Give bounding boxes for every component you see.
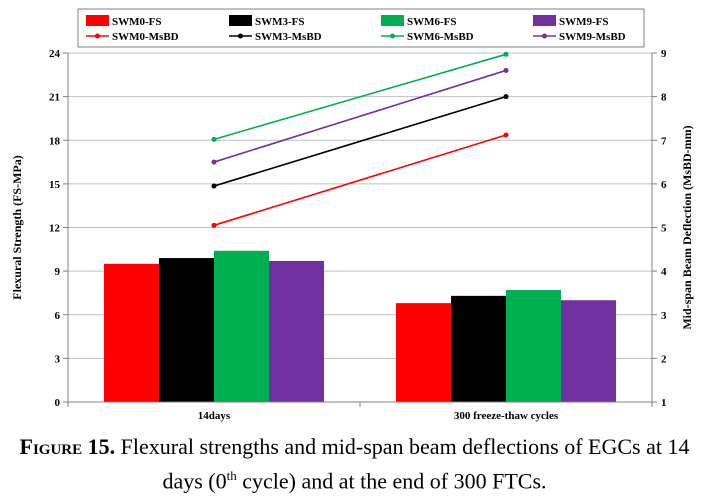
legend-label: SWM9-FS — [559, 16, 609, 28]
series-point — [503, 94, 509, 100]
y-tick-label: 3 — [55, 353, 61, 365]
legend-swatch — [86, 15, 109, 26]
legend-label: SWM3-FS — [255, 16, 305, 28]
series-point — [503, 51, 509, 57]
legend-marker — [390, 33, 395, 39]
y-tick-label: 12 — [49, 223, 61, 235]
caption-label: Figure 15. — [19, 434, 116, 459]
legend-marker — [238, 33, 243, 39]
legend-marker — [95, 33, 100, 39]
series-line — [213, 69, 507, 163]
bar — [159, 258, 214, 402]
legend-label: SWM0-FS — [112, 16, 162, 28]
legend-swatch — [533, 15, 556, 26]
y-tick-label: 24 — [49, 48, 61, 60]
legend-marker — [542, 33, 547, 39]
y2-axis-title: Mid-span Beam Deflection (MsBD-mm) — [680, 125, 694, 329]
x-tick-label: 14days — [198, 410, 231, 422]
series-line — [213, 53, 507, 141]
y2-tick-label: 7 — [661, 135, 667, 147]
bar — [506, 290, 561, 402]
y2-tick-label: 9 — [661, 48, 667, 60]
series-line — [213, 134, 507, 227]
y-tick-label: 0 — [55, 397, 61, 409]
y-axis-title: Flexural Strength (FS-MPa) — [10, 155, 24, 299]
chart: 0 3 6 9 12 15 18 21 24 1 2 3 4 5 6 7 8 9 14days 300 freeze-… — [10, 8, 694, 422]
y2-tick-label: 5 — [661, 223, 667, 235]
caption-text-before: Flexural strengths and mid-span beam def… — [115, 434, 690, 494]
bar — [561, 300, 616, 402]
series-point — [211, 159, 217, 165]
bar — [451, 295, 506, 402]
legend-swatch — [381, 15, 404, 26]
caption-superscript: th — [226, 468, 237, 483]
legend-label: SWM9-MsBD — [559, 31, 626, 43]
y-tick-label: 18 — [49, 135, 61, 147]
caption-text-after: cycle) and at the end of 300 FTCs. — [236, 468, 547, 494]
y2-tick-label: 3 — [661, 310, 667, 322]
bar — [104, 263, 159, 402]
y2-tick-label: 8 — [661, 92, 667, 104]
y2-tick-label: 6 — [661, 179, 667, 191]
bar — [269, 260, 324, 402]
series-line — [213, 95, 507, 187]
y2-tick-label: 4 — [661, 266, 667, 278]
legend-label: SWM6-FS — [407, 16, 457, 28]
legend-label: SWM6-MsBD — [407, 31, 474, 43]
y2-tick-label: 1 — [661, 397, 667, 409]
legend-swatch — [229, 15, 252, 26]
series-point — [211, 222, 217, 228]
bar — [396, 303, 451, 402]
y-tick-label: 15 — [49, 179, 61, 191]
y2-tick-label: 2 — [661, 353, 667, 365]
x-tick-label: 300 freeze-thaw cycles — [454, 410, 559, 422]
y-tick-label: 21 — [49, 92, 60, 104]
y-tick-label: 6 — [55, 310, 61, 322]
figure-caption: Figure 15. Flexural strengths and mid-sp… — [0, 432, 709, 495]
series-point — [211, 183, 217, 189]
bar — [214, 250, 269, 402]
series-point — [503, 132, 509, 138]
y-tick-label: 9 — [55, 266, 61, 278]
series-point — [211, 136, 217, 142]
legend-label: SWM3-MsBD — [255, 31, 322, 43]
series-point — [503, 67, 509, 73]
legend-label: SWM0-MsBD — [112, 31, 179, 43]
